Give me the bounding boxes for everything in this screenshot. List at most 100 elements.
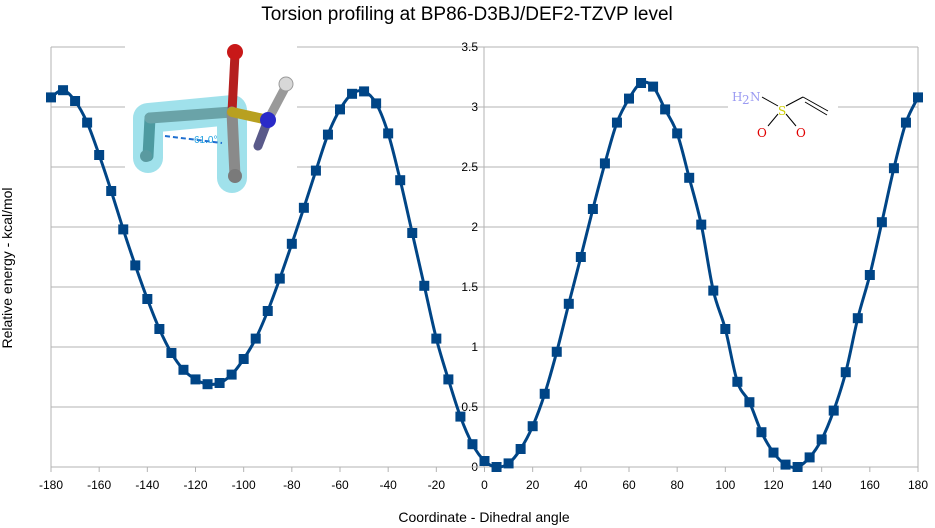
data-point-marker xyxy=(226,369,237,380)
data-point-marker xyxy=(768,447,779,458)
o2-label: O xyxy=(796,126,806,140)
data-point-marker xyxy=(852,313,863,324)
data-point-marker xyxy=(407,228,418,238)
bond-s-o2 xyxy=(226,106,241,182)
oxygen-atom-2 xyxy=(228,169,242,183)
data-point-marker xyxy=(190,374,201,385)
data-point-marker xyxy=(539,388,550,399)
data-point-marker xyxy=(419,280,430,291)
x-axis-title: Coordinate - Dihedral angle xyxy=(398,509,569,525)
data-point-marker xyxy=(335,104,345,115)
y-tick-label: 2 xyxy=(471,220,478,234)
data-point-marker xyxy=(178,364,189,375)
data-point-marker xyxy=(624,93,634,104)
data-point-marker xyxy=(900,117,911,128)
data-point-marker xyxy=(479,456,490,466)
data-point-marker xyxy=(46,92,56,103)
data-point-marker xyxy=(888,163,899,174)
x-tick-label: -100 xyxy=(232,478,256,492)
data-point-marker xyxy=(274,273,285,284)
data-point-marker xyxy=(696,219,707,230)
data-point-marker xyxy=(359,86,370,97)
bond-s-o1 xyxy=(227,49,240,117)
data-point-marker xyxy=(383,128,394,139)
y-tick-label: 2.5 xyxy=(461,160,478,174)
data-point-marker xyxy=(371,98,382,109)
x-tick-label: -40 xyxy=(379,478,397,492)
data-point-marker xyxy=(840,367,851,378)
data-point-marker xyxy=(599,158,610,169)
x-tick-label: 20 xyxy=(526,478,540,492)
bond-s-o2 xyxy=(785,113,797,127)
data-point-marker xyxy=(672,128,683,139)
x-tick-label: -120 xyxy=(183,478,207,492)
h2n-h-label: H xyxy=(732,90,742,104)
data-point-marker xyxy=(575,252,586,262)
data-point-marker xyxy=(792,462,803,472)
data-point-marker xyxy=(587,204,598,214)
data-series xyxy=(46,78,923,472)
data-point-marker xyxy=(142,294,153,304)
data-point-marker xyxy=(527,421,538,432)
data-point-marker xyxy=(395,175,406,186)
x-tick-label: -20 xyxy=(428,478,446,492)
bond-n-s xyxy=(761,96,779,107)
molecule-2d-structure: H 2 N S O O xyxy=(728,84,838,144)
data-point-marker xyxy=(503,458,514,469)
y-tick-label: 3 xyxy=(471,100,478,114)
data-point-marker xyxy=(130,260,141,271)
dihedral-label: 61.0° xyxy=(194,135,217,146)
data-point-marker xyxy=(756,427,767,438)
chart-title: Torsion profiling at BP86-D3BJ/DEF2-TZVP… xyxy=(261,4,672,25)
data-point-marker xyxy=(828,405,839,416)
data-point-marker xyxy=(214,378,225,388)
x-tick-label: -180 xyxy=(39,478,63,492)
data-point-marker xyxy=(816,434,827,445)
hydrogen-atom xyxy=(278,76,294,92)
bond-s-c xyxy=(785,96,804,107)
molecule-2d-background xyxy=(728,84,838,144)
data-point-marker xyxy=(70,96,81,106)
bond-c2-s xyxy=(144,106,238,124)
data-point-marker xyxy=(250,333,261,344)
data-point-marker xyxy=(118,224,129,235)
y-tick-label: 1.5 xyxy=(461,280,478,294)
data-point-marker xyxy=(636,78,647,88)
x-tick-label: -160 xyxy=(87,478,111,492)
data-point-marker xyxy=(720,324,731,334)
axes: 0 0.5 1 1.5 2 2.5 3 3.5 -180 -160 -140 -120 -100 -80 -… xyxy=(39,40,928,492)
data-point-marker xyxy=(94,150,105,160)
x-tick-label: 100 xyxy=(715,478,735,492)
y-tick-label: 0.5 xyxy=(461,400,478,414)
data-point-marker xyxy=(347,88,358,99)
data-point-marker xyxy=(732,376,743,387)
s-label: S xyxy=(778,104,786,118)
x-tick-label: 80 xyxy=(670,478,684,492)
data-point-marker xyxy=(611,117,622,128)
x-tick-label: -60 xyxy=(331,478,349,492)
y-tick-label: 3.5 xyxy=(461,40,478,54)
bond-c1-c2 xyxy=(142,112,156,162)
n-label: N xyxy=(750,90,761,104)
bond-s-o1 xyxy=(767,113,779,127)
molecule-3d-render: 61.0° xyxy=(125,44,297,202)
data-point-marker xyxy=(660,104,671,115)
data-point-marker xyxy=(684,172,695,183)
data-point-marker xyxy=(154,324,165,334)
data-point-marker xyxy=(58,85,69,96)
data-point-marker xyxy=(322,129,333,140)
data-point-marker xyxy=(238,354,249,364)
x-tick-label: 160 xyxy=(860,478,880,492)
carbon-atom xyxy=(140,150,152,162)
data-point-marker xyxy=(864,270,875,280)
data-point-marker xyxy=(106,186,117,196)
nitrogen-atom xyxy=(260,112,276,128)
data-point-marker xyxy=(515,444,526,454)
dihedral-dash xyxy=(164,135,223,144)
data-point-marker xyxy=(166,348,177,358)
o1-label: O xyxy=(757,126,767,140)
bond-c-c-b xyxy=(804,101,828,116)
data-point-marker xyxy=(455,411,466,422)
